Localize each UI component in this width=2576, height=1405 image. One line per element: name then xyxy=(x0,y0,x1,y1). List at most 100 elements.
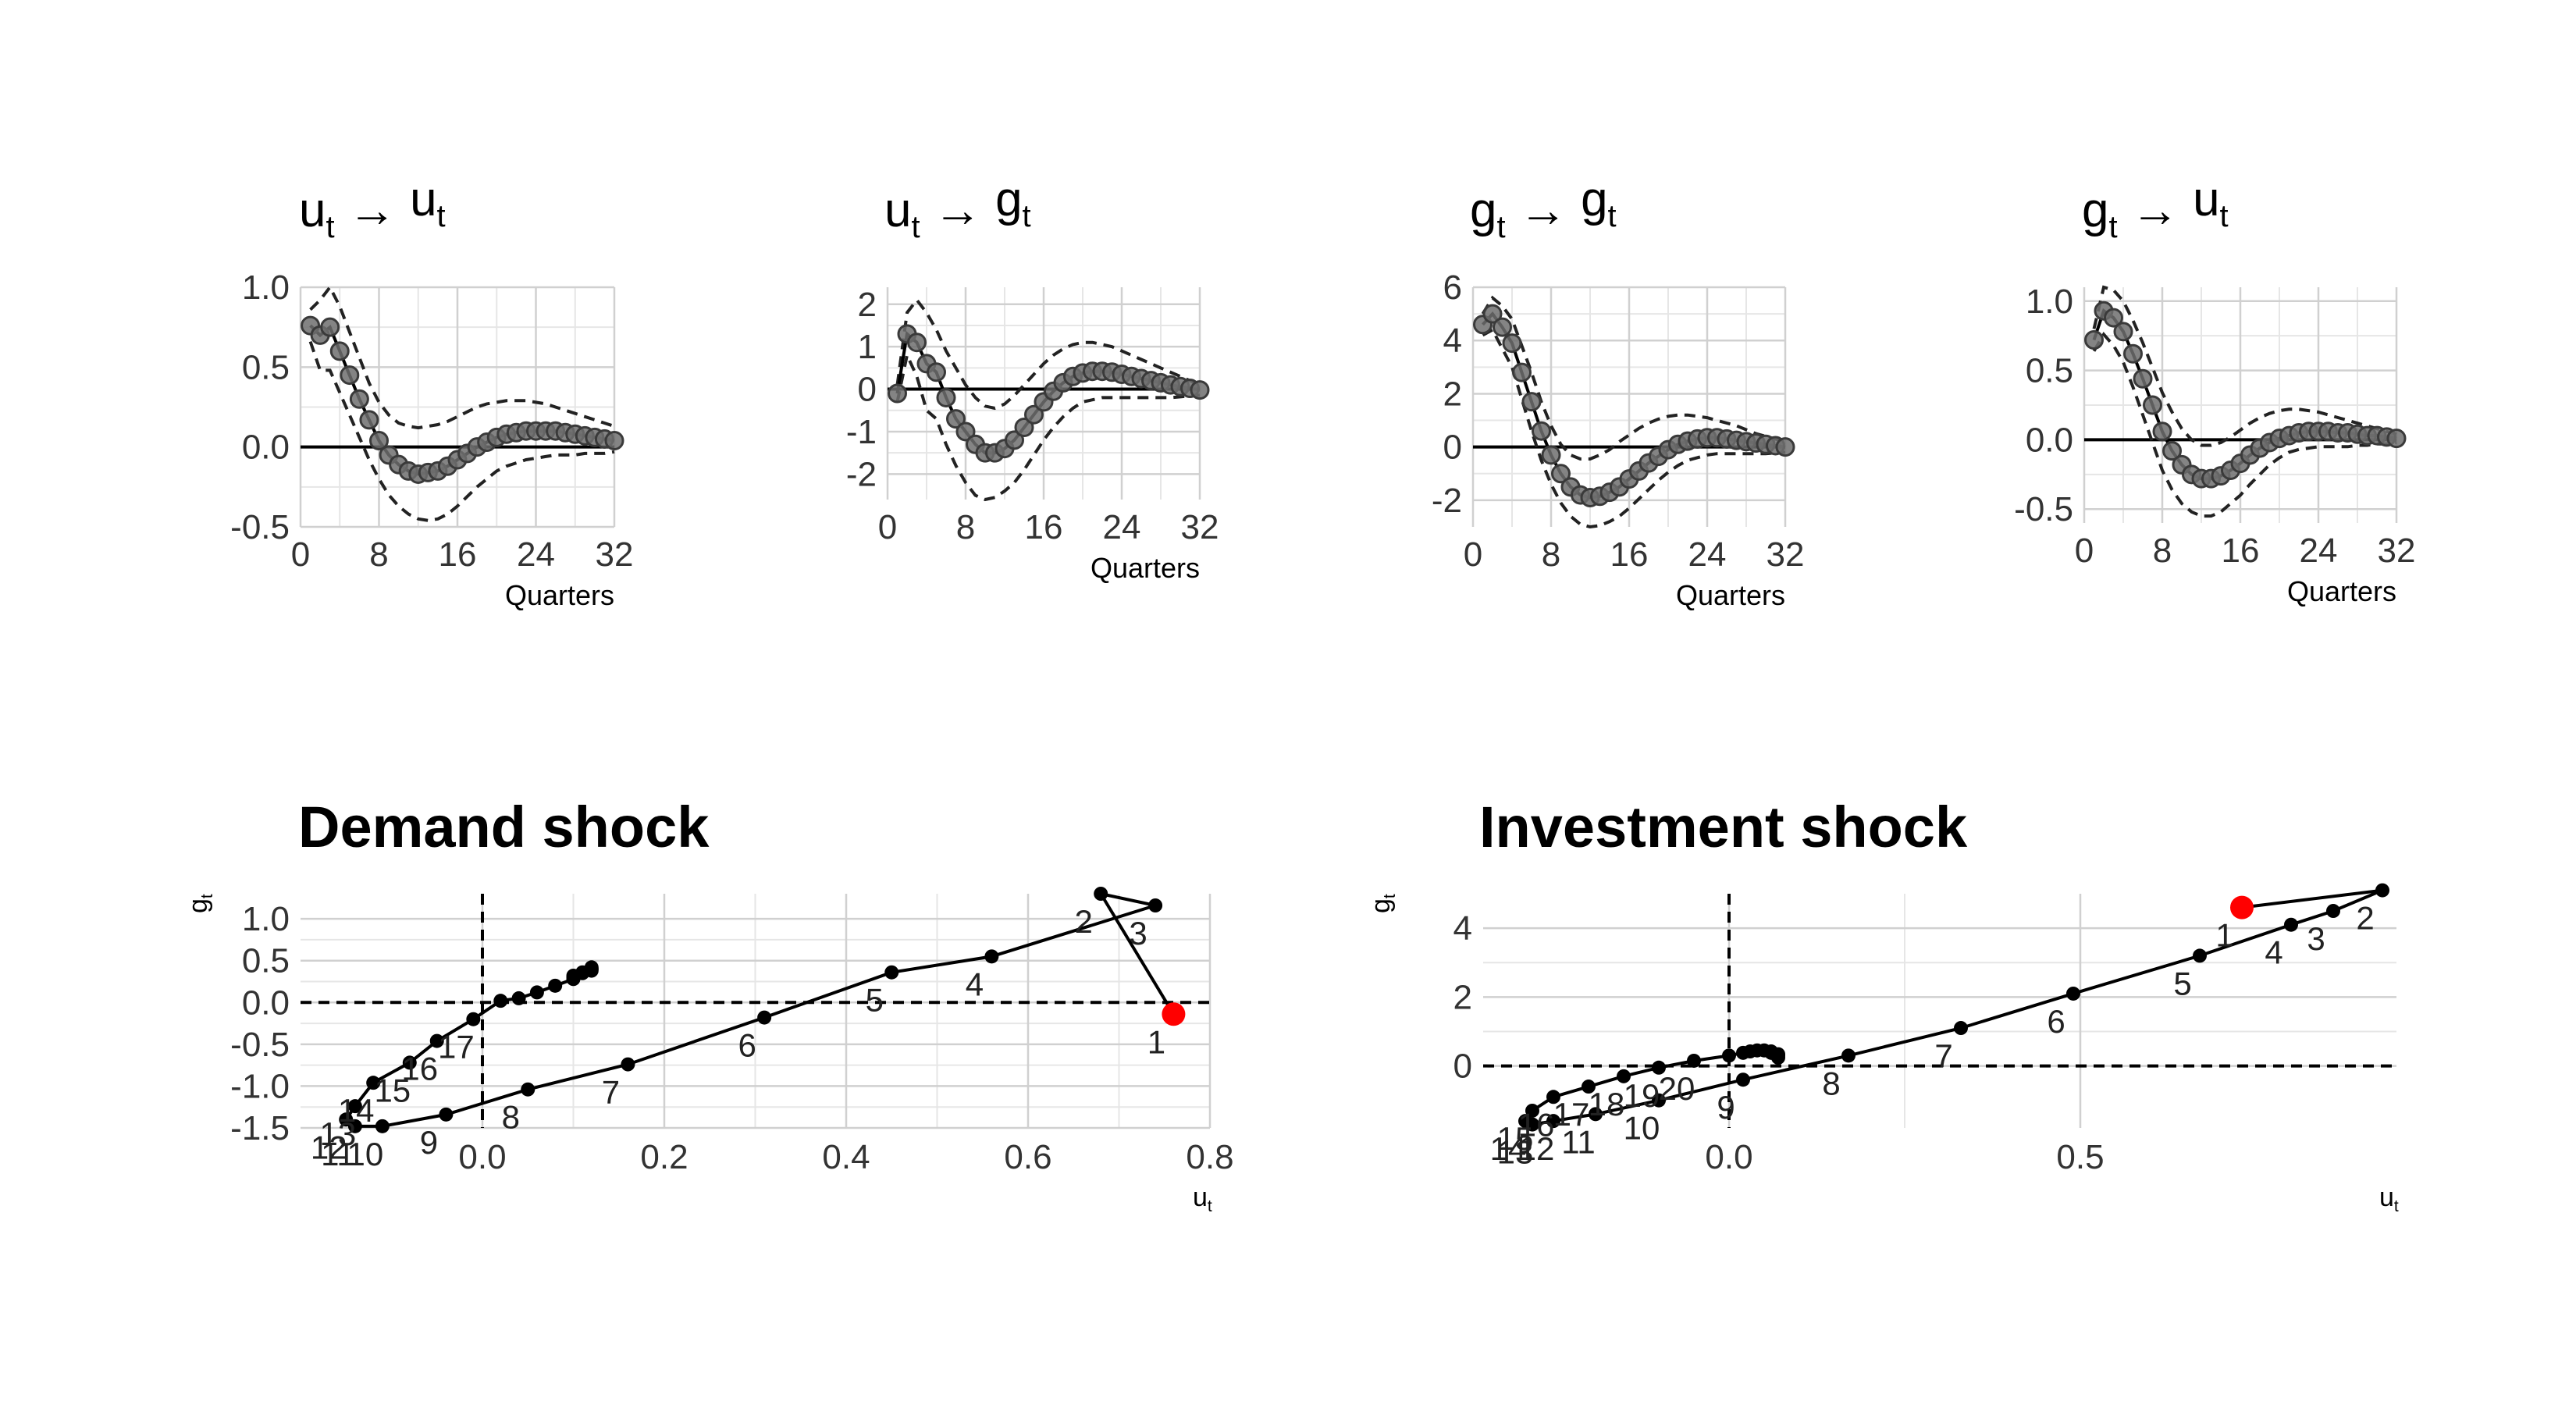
irf-point xyxy=(2113,322,2133,342)
x-tick-label: 16 xyxy=(439,535,477,574)
band-upper-line xyxy=(895,297,1201,411)
period-label: 9 xyxy=(1717,1089,1735,1126)
y-tick-label: 0 xyxy=(1443,429,1462,467)
x-tick-label: 16 xyxy=(2222,532,2260,570)
y-tick-label: 1.0 xyxy=(2026,283,2073,321)
shock-start-point xyxy=(1162,1002,1186,1026)
irf-point xyxy=(1502,333,1522,354)
irf-point xyxy=(907,333,927,353)
irf-point xyxy=(604,430,624,450)
irf-point xyxy=(2162,441,2182,461)
y-tick-label: 1.0 xyxy=(242,269,290,307)
period-label: 16 xyxy=(401,1051,438,1087)
x-tick-label: 8 xyxy=(1542,535,1560,574)
y-tick-label: 0 xyxy=(1453,1048,1472,1086)
y-tick-label: 0.5 xyxy=(242,942,290,980)
trajectory-point xyxy=(1687,1053,1701,1068)
irf-point xyxy=(1005,430,1024,450)
band-lower-line xyxy=(308,340,615,522)
phase-panel-title: Demand shock xyxy=(298,795,710,859)
irf-panel-title: ut → gt xyxy=(884,173,1031,244)
phase-panel-1: Demand shock 0.0 0.2 0.4 0.6 0.8 -1.5 -1.0-0.5 0… xyxy=(183,795,1234,1215)
irf-point xyxy=(1512,362,1532,382)
irf-panel-title: gt → gt xyxy=(1470,173,1617,244)
shock-start-point xyxy=(2230,895,2254,919)
y-tick-label: -0.5 xyxy=(230,508,290,546)
trajectory-point xyxy=(2284,917,2298,932)
x-tick-label: 24 xyxy=(517,535,555,574)
x-axis-label: ut xyxy=(2379,1183,2399,1215)
y-tick-label: -2 xyxy=(1432,482,1462,520)
period-label: 1 xyxy=(2215,917,2233,954)
irf-point xyxy=(2133,368,2153,389)
band-upper-line xyxy=(2092,285,2397,447)
x-axis-label: ut xyxy=(1193,1183,1212,1215)
period-label: 4 xyxy=(966,966,984,1002)
y-tick-label: 0.0 xyxy=(242,429,290,467)
period-label: 11 xyxy=(1561,1123,1596,1160)
x-tick-label: 0.5 xyxy=(2056,1138,2104,1176)
irf-point xyxy=(1014,418,1034,438)
x-tick-label: 0.8 xyxy=(1186,1138,1233,1176)
x-tick-label: 0.6 xyxy=(1004,1138,1051,1176)
irf-panel-title: gt → ut xyxy=(2082,173,2229,244)
irf-point xyxy=(936,387,956,407)
trajectory-point xyxy=(1546,1114,1560,1129)
y-axis-label: gt xyxy=(1366,894,1399,913)
irf-point xyxy=(1541,445,1561,465)
trajectory-point xyxy=(466,1012,481,1026)
trajectory-point xyxy=(1148,898,1163,912)
x-tick-label: 32 xyxy=(1181,508,1219,546)
x-tick-label: 24 xyxy=(1103,508,1141,546)
period-label: 19 xyxy=(1624,1077,1660,1114)
phase-panel-title: Investment shock xyxy=(1479,795,1968,859)
irf-panel-2: ut → gt 0 8 16 24 32 -2 -1 0 1 2 Quarters xyxy=(846,173,1219,584)
trajectory-point xyxy=(1525,1103,1539,1118)
y-tick-label: 0 xyxy=(858,371,877,409)
y-tick-label: 0.0 xyxy=(2026,421,2073,459)
irf-point xyxy=(2084,330,2104,350)
irf-point xyxy=(2152,422,2172,442)
irf-point xyxy=(1532,421,1551,441)
trajectory-point xyxy=(521,1082,535,1097)
band-lower-line xyxy=(895,350,1201,502)
trajectory-point xyxy=(347,1099,362,1114)
irf-point xyxy=(955,422,976,442)
x-tick-label: 32 xyxy=(1767,535,1805,574)
trajectory-point xyxy=(1546,1090,1560,1104)
y-tick-label: -1 xyxy=(846,413,877,451)
period-label: 13 xyxy=(320,1115,357,1152)
y-tick-label: 4 xyxy=(1443,322,1462,360)
x-tick-label: 8 xyxy=(956,508,975,546)
trajectory-point xyxy=(375,1119,390,1133)
period-label: 6 xyxy=(738,1027,756,1064)
period-label: 6 xyxy=(2047,1003,2065,1040)
trajectory-point xyxy=(1736,1072,1750,1087)
x-tick-label: 16 xyxy=(1025,508,1063,546)
x-tick-label: 0.0 xyxy=(458,1138,506,1176)
irf-panel-4: gt → ut 0 8 16 24 32 -0.5 0.0 0.5 1.0 Quarters xyxy=(2014,173,2415,607)
irf-point xyxy=(349,389,369,409)
trajectory-point xyxy=(884,965,899,980)
trajectory-point xyxy=(402,1055,417,1070)
trajectory-point xyxy=(548,978,563,993)
y-tick-label: 6 xyxy=(1443,269,1462,307)
trajectory-point xyxy=(566,970,581,985)
y-tick-label: 1 xyxy=(858,328,877,366)
y-tick-label: 0.0 xyxy=(242,984,290,1022)
y-tick-label: -0.5 xyxy=(2014,490,2073,528)
trajectory-point xyxy=(1582,1080,1596,1094)
period-label: 1 xyxy=(1147,1023,1165,1060)
period-label: 5 xyxy=(2173,965,2191,1001)
period-label: 3 xyxy=(2307,920,2325,957)
trajectory-point xyxy=(439,1107,454,1122)
period-label: 12 xyxy=(311,1129,347,1165)
period-label: 7 xyxy=(602,1074,620,1111)
trajectory-point xyxy=(2066,986,2080,1001)
trajectory-point xyxy=(2375,883,2389,898)
trajectory-point xyxy=(1771,1051,1785,1065)
irf-point xyxy=(2143,395,2162,415)
